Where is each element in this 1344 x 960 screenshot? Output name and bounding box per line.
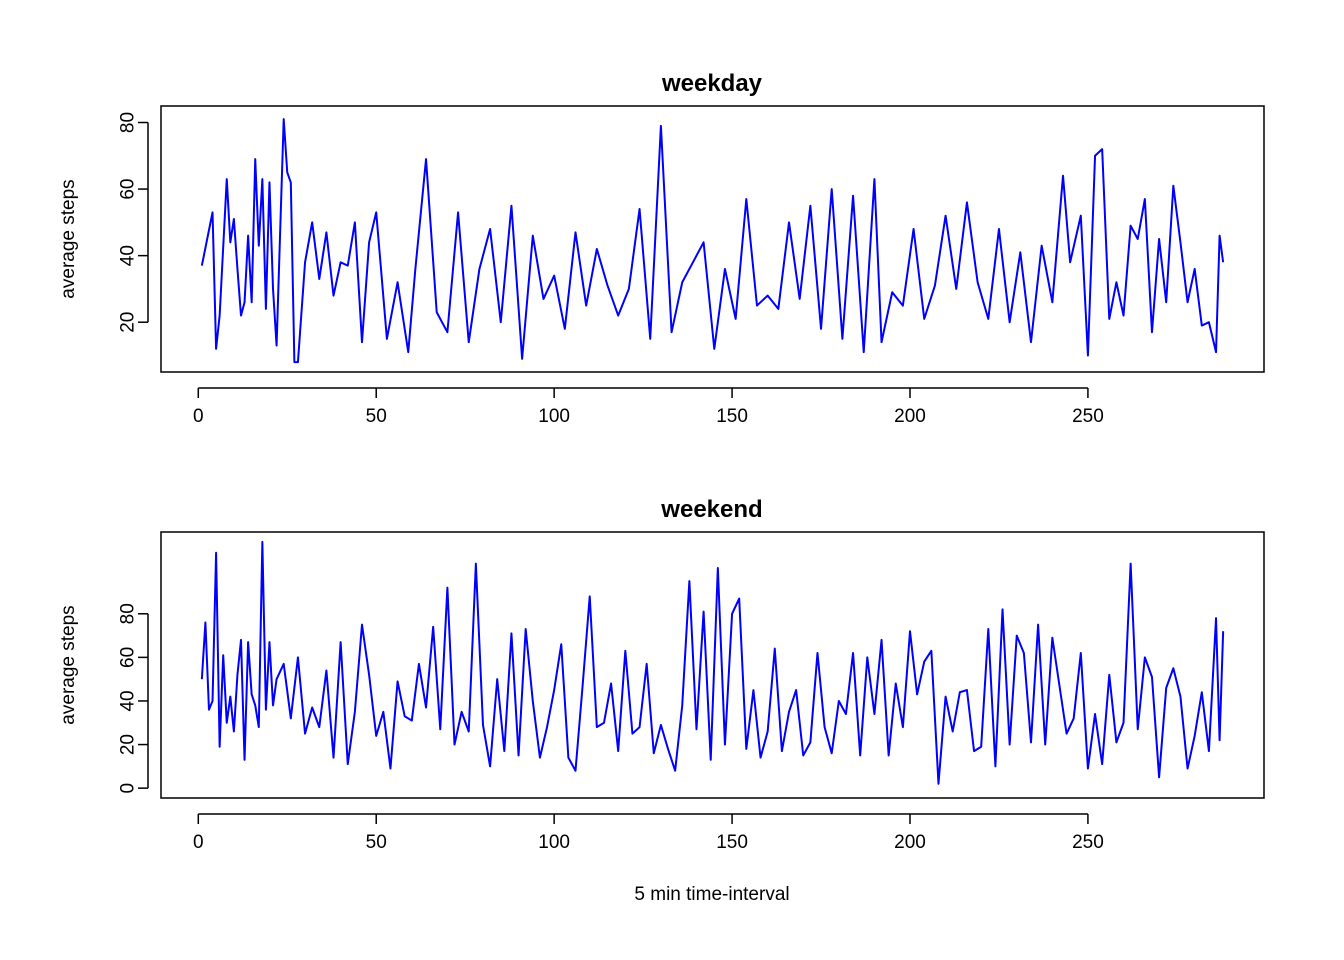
y-tick-label-weekend: 80 (118, 603, 139, 624)
x-tick-label-weekday: 250 (1072, 406, 1104, 427)
y-tick-label-weekend: 0 (118, 783, 139, 794)
plot-frame-weekday (160, 105, 1265, 373)
x-tick-label-weekday: 200 (894, 406, 926, 427)
x-axis-label-weekend: 5 min time-interval (634, 884, 789, 905)
y-tick-label-weekend: 40 (118, 690, 139, 711)
y-tick-label-weekday: 40 (118, 245, 139, 266)
x-tick-label-weekday: 0 (193, 406, 204, 427)
x-tick-label-weekend: 150 (716, 832, 748, 853)
y-tick-label-weekday: 20 (118, 312, 139, 333)
x-tick-label-weekend: 250 (1072, 832, 1104, 853)
panel-weekend: weekend 0 50 100 150 200 250 0 20 40 60 80 averag… (58, 496, 1265, 905)
x-axis-weekday: 0 50 100 150 200 250 (193, 387, 1104, 427)
y-tick-label-weekend: 20 (118, 734, 139, 755)
series-line-weekday (200, 118, 1225, 364)
series-line-weekend (200, 540, 1225, 785)
panel-weekday: weekday 0 50 100 150 200 250 20 40 60 80 average… (58, 70, 1265, 427)
y-axis-label-weekday: average steps (58, 179, 79, 298)
x-tick-label-weekday: 100 (538, 406, 570, 427)
y-axis-label-weekend: average steps (58, 605, 79, 724)
chart-title-weekend: weekend (660, 496, 762, 523)
x-tick-label-weekend: 200 (894, 832, 926, 853)
chart-title-weekday: weekday (661, 70, 763, 97)
x-tick-label-weekend: 100 (538, 832, 570, 853)
x-tick-label-weekday: 150 (716, 406, 748, 427)
y-tick-label-weekday: 80 (118, 112, 139, 133)
y-axis-weekday: 20 40 60 80 (118, 112, 149, 333)
x-tick-label-weekend: 0 (193, 832, 204, 853)
plot-frame-weekend (160, 531, 1265, 799)
y-tick-label-weekend: 60 (118, 647, 139, 668)
x-axis-weekend: 0 50 100 150 200 250 (193, 813, 1104, 853)
x-tick-label-weekday: 50 (366, 406, 387, 427)
x-tick-label-weekend: 50 (366, 832, 387, 853)
y-tick-label-weekday: 60 (118, 179, 139, 200)
y-axis-weekend: 0 20 40 60 80 (118, 603, 149, 793)
